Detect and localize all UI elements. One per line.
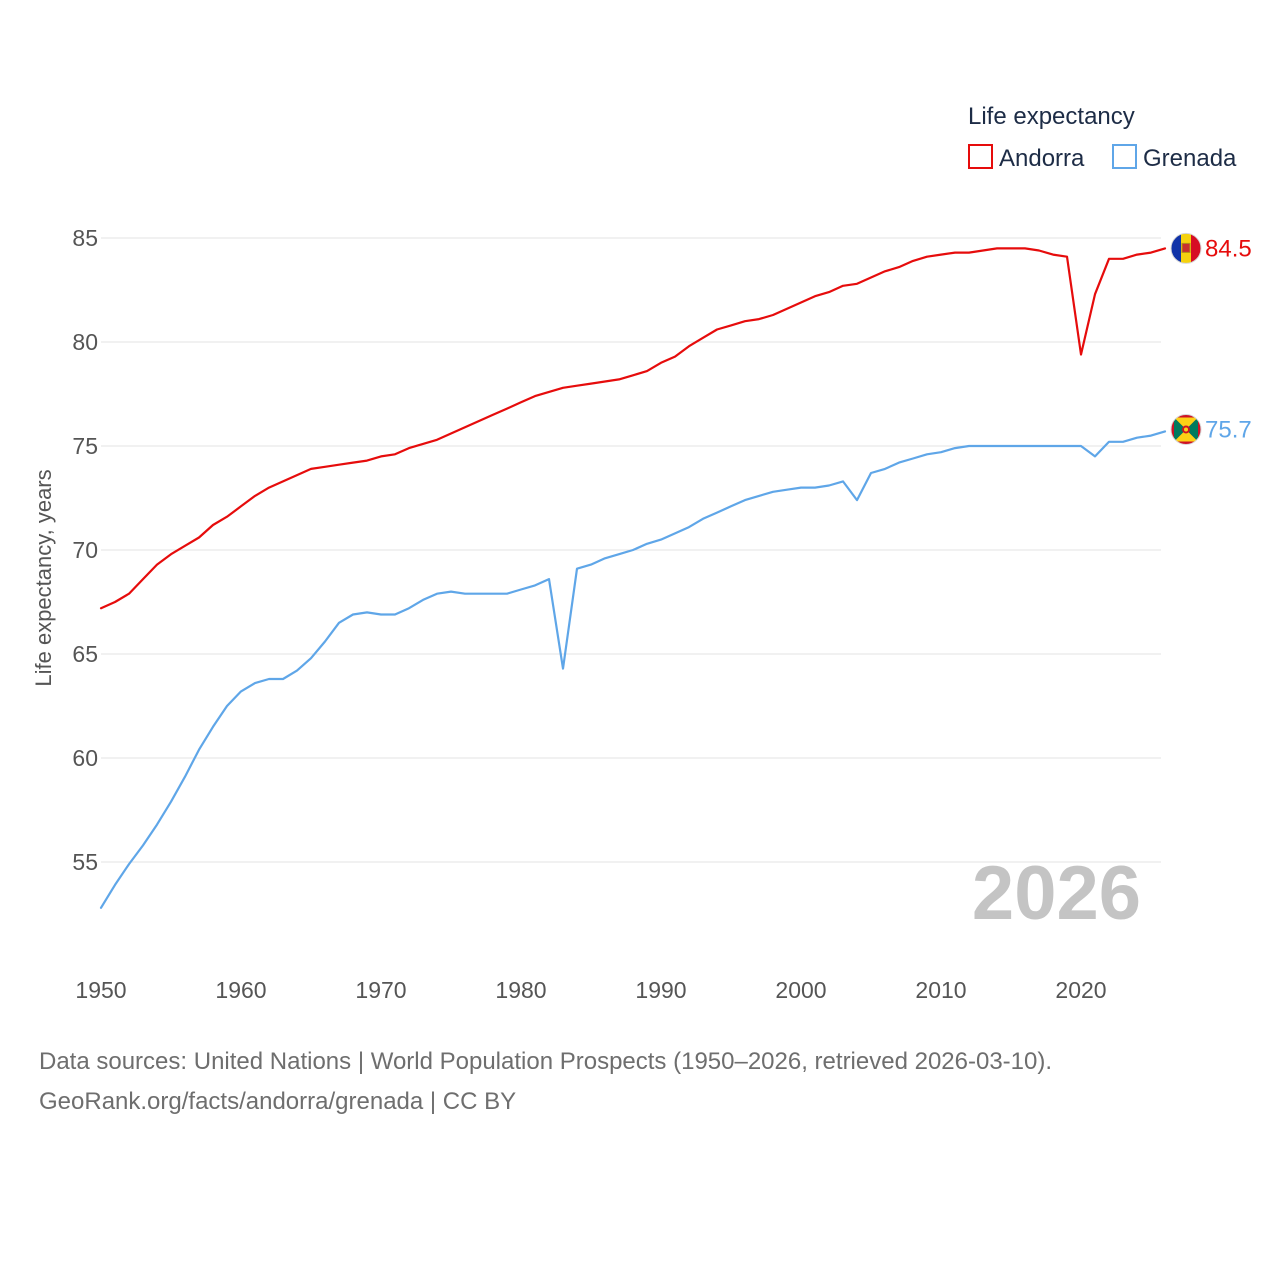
life-expectancy-chart: 55 60 65 70 75 80 85 1950 1960 1970 1980 1990 2000 2… — [31, 103, 1252, 1003]
grenada-flag-icon — [1170, 413, 1202, 445]
legend: Life expectancy Andorra Grenada — [968, 103, 1237, 172]
y-tick-75: 75 — [72, 433, 98, 459]
x-tick-1970: 1970 — [355, 977, 406, 1003]
end-label-andorra: 84.5 — [1205, 235, 1252, 262]
legend-label-andorra[interactable]: Andorra — [999, 145, 1085, 172]
legend-swatch-andorra[interactable] — [968, 144, 993, 169]
legend-label-grenada[interactable]: Grenada — [1143, 145, 1237, 172]
y-tick-80: 80 — [72, 329, 98, 355]
y-tick-85: 85 — [72, 225, 98, 251]
x-tick-2010: 2010 — [915, 977, 966, 1003]
y-axis-label: Life expectancy, years — [31, 469, 56, 686]
x-tick-2000: 2000 — [775, 977, 826, 1003]
x-tick-2020: 2020 — [1055, 977, 1106, 1003]
gridlines — [101, 237, 1161, 863]
y-axis-ticks: 55 60 65 70 75 80 85 — [72, 225, 98, 875]
x-tick-1960: 1960 — [215, 977, 266, 1003]
series-line-grenada[interactable] — [99, 430, 1167, 909]
year-watermark: 2026 — [972, 851, 1141, 936]
legend-title: Life expectancy — [968, 103, 1135, 130]
footer-link[interactable]: GeoRank.org/facts/andorra/grenada | CC B… — [39, 1088, 517, 1115]
footer-sources: Data sources: United Nations | World Pop… — [39, 1048, 1053, 1075]
x-tick-1980: 1980 — [495, 977, 546, 1003]
series-line-andorra[interactable] — [99, 247, 1167, 610]
y-tick-65: 65 — [72, 641, 98, 667]
y-tick-70: 70 — [72, 537, 98, 563]
end-labels: 84.5 75.7 — [1170, 232, 1252, 445]
footer: Data sources: United Nations | World Pop… — [39, 1042, 1052, 1122]
x-tick-1950: 1950 — [75, 977, 126, 1003]
x-tick-1990: 1990 — [635, 977, 686, 1003]
x-axis-ticks: 1950 1960 1970 1980 1990 2000 2010 2020 — [75, 977, 1106, 1003]
end-label-grenada: 75.7 — [1205, 416, 1252, 443]
andorra-flag-icon — [1170, 232, 1202, 264]
y-tick-60: 60 — [72, 745, 98, 771]
series-lines — [99, 247, 1167, 909]
y-tick-55: 55 — [72, 849, 98, 875]
legend-swatch-grenada[interactable] — [1112, 144, 1137, 169]
